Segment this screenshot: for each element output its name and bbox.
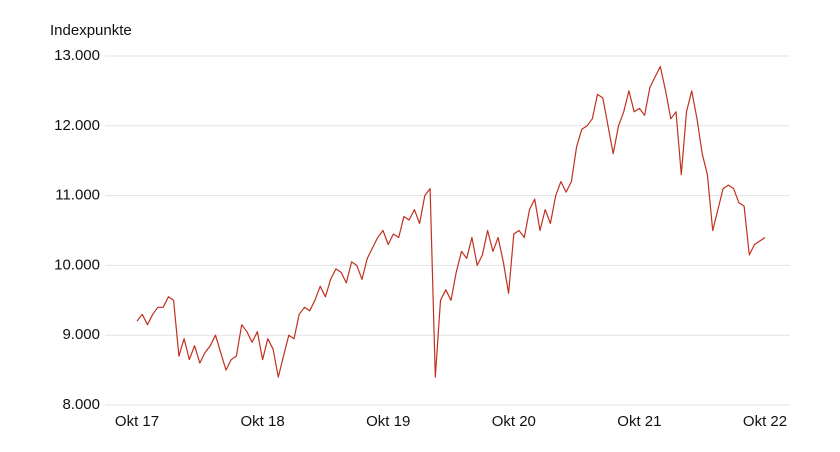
x-tick-label: Okt 20 — [492, 413, 536, 430]
y-tick-label: 9.000 — [62, 326, 100, 343]
x-tick-label: Okt 19 — [366, 413, 410, 430]
x-tick-label: Okt 17 — [115, 413, 159, 430]
x-tick-label: Okt 22 — [743, 413, 787, 430]
y-tick-label: 12.000 — [54, 117, 100, 134]
x-tick-label: Okt 18 — [241, 413, 285, 430]
line-series — [136, 65, 766, 378]
y-axis-label: Indexpunkte — [50, 22, 132, 39]
y-tick-label: 11.000 — [55, 187, 100, 204]
x-tick-label: Okt 21 — [617, 413, 661, 430]
y-tick-label: 8.000 — [62, 396, 100, 413]
y-tick-label: 10.000 — [54, 256, 100, 273]
y-tick-label: 13.000 — [54, 47, 100, 64]
